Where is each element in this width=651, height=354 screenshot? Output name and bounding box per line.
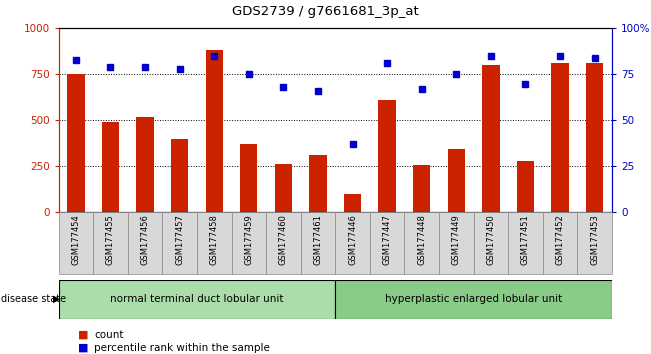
Text: disease state: disease state	[1, 294, 66, 304]
Text: GSM177451: GSM177451	[521, 214, 530, 265]
Bar	[474, 212, 508, 274]
Bar	[232, 212, 266, 274]
Bar	[162, 212, 197, 274]
Text: GSM177446: GSM177446	[348, 214, 357, 265]
Bar	[335, 212, 370, 274]
Text: ■: ■	[78, 343, 89, 353]
Text: ▶: ▶	[53, 294, 61, 304]
Text: GSM177454: GSM177454	[72, 214, 80, 265]
Bar	[301, 212, 335, 274]
Bar	[344, 194, 361, 212]
Bar	[309, 155, 327, 212]
Bar	[508, 212, 543, 274]
Bar	[543, 212, 577, 274]
Bar	[240, 144, 257, 212]
Text: GSM177459: GSM177459	[244, 214, 253, 265]
Bar	[378, 100, 396, 212]
Text: percentile rank within the sample: percentile rank within the sample	[94, 343, 270, 353]
Bar	[171, 139, 188, 212]
Bar	[439, 212, 474, 274]
Text: GSM177453: GSM177453	[590, 214, 599, 265]
Bar	[577, 212, 612, 274]
Text: count: count	[94, 330, 124, 339]
Text: hyperplastic enlarged lobular unit: hyperplastic enlarged lobular unit	[385, 294, 562, 304]
Bar	[370, 212, 404, 274]
Text: GSM177452: GSM177452	[555, 214, 564, 265]
Bar	[59, 280, 335, 319]
Bar	[551, 63, 569, 212]
Bar	[197, 212, 232, 274]
Bar	[448, 149, 465, 212]
Bar	[275, 164, 292, 212]
Bar	[128, 212, 162, 274]
Bar	[102, 122, 119, 212]
Text: GSM177458: GSM177458	[210, 214, 219, 265]
Text: GSM177461: GSM177461	[314, 214, 322, 265]
Bar	[413, 165, 430, 212]
Bar	[404, 212, 439, 274]
Text: ■: ■	[78, 330, 89, 339]
Text: GSM177449: GSM177449	[452, 214, 461, 265]
Bar	[137, 117, 154, 212]
Bar	[517, 161, 534, 212]
Text: GSM177457: GSM177457	[175, 214, 184, 265]
Text: GSM177455: GSM177455	[106, 214, 115, 265]
Bar	[59, 212, 93, 274]
Bar	[266, 212, 301, 274]
Text: GSM177450: GSM177450	[486, 214, 495, 265]
Text: GSM177447: GSM177447	[383, 214, 392, 265]
Bar	[482, 65, 499, 212]
Bar	[586, 63, 603, 212]
Bar	[67, 74, 85, 212]
Text: GSM177448: GSM177448	[417, 214, 426, 265]
Bar	[206, 50, 223, 212]
Text: GSM177460: GSM177460	[279, 214, 288, 265]
Text: normal terminal duct lobular unit: normal terminal duct lobular unit	[110, 294, 284, 304]
Text: GDS2739 / g7661681_3p_at: GDS2739 / g7661681_3p_at	[232, 5, 419, 18]
Text: GSM177456: GSM177456	[141, 214, 150, 265]
Bar	[335, 280, 612, 319]
Bar	[93, 212, 128, 274]
